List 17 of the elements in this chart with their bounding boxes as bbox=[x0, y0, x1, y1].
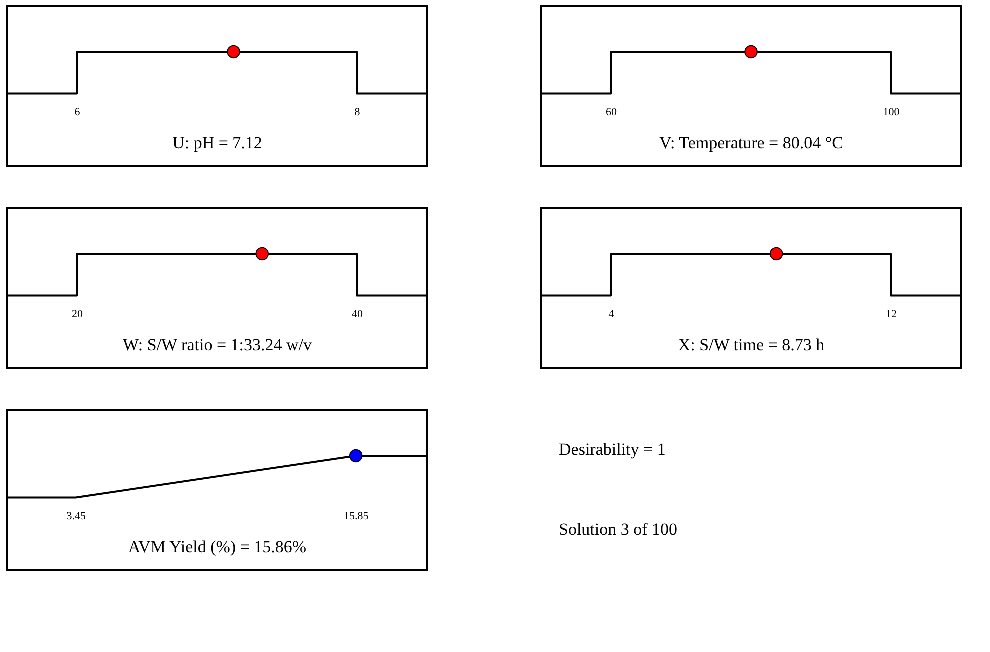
text: Desirability = 1 bbox=[559, 440, 666, 459]
x-tick-label: 60 bbox=[606, 106, 618, 118]
x-axis-title: AVM Yield (%) = 15.86% bbox=[128, 538, 307, 556]
text: Solution 3 of 100 bbox=[559, 520, 678, 539]
x-axis-title: V: Temperature = 80.04 °C bbox=[659, 134, 844, 152]
x-axis-title: U: pH = 7.12 bbox=[172, 134, 262, 152]
x-axis-title: W: S/W ratio = 1:33.24 w/v bbox=[122, 336, 312, 354]
x-tick-label: 8 bbox=[354, 106, 361, 118]
x-tick-label: 100 bbox=[883, 106, 900, 118]
x-tick-label: 15.85 bbox=[344, 510, 370, 522]
x-tick-label: 6 bbox=[74, 106, 81, 118]
x-tick-label: 20 bbox=[72, 308, 84, 320]
x-tick-label: 3.45 bbox=[66, 510, 86, 522]
x-axis-title: X: S/W time = 8.73 h bbox=[678, 336, 826, 354]
x-tick-label: 12 bbox=[886, 308, 897, 320]
x-tick-label: 4 bbox=[608, 308, 615, 320]
x-tick-label: 40 bbox=[352, 308, 364, 320]
